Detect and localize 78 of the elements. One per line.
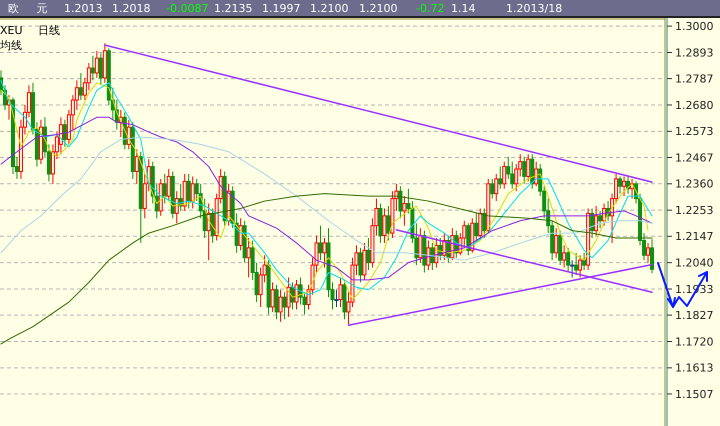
candlestick [334, 289, 338, 308]
candlestick [386, 205, 390, 241]
text: 1.2135 [214, 2, 252, 15]
candlestick [358, 247, 362, 283]
candlestick [318, 225, 323, 261]
text: 1.2013/18 [506, 2, 562, 15]
text: -0.0087 [166, 2, 208, 15]
y-tick-label: 1.2147 [675, 230, 714, 244]
annotation: 均线 [0, 39, 22, 52]
candlestick [338, 276, 342, 308]
candlestick [578, 254, 582, 278]
y-tick-label: 1.2893 [675, 46, 714, 60]
candlestick [566, 247, 570, 274]
text: -0.72 [416, 2, 444, 15]
candlestick [286, 276, 291, 318]
candlestick [402, 196, 406, 226]
candlestick [134, 148, 139, 184]
candlestick [650, 238, 654, 274]
candlestick [526, 154, 530, 182]
candlestick [618, 176, 622, 194]
text: 1.2100 [310, 2, 348, 15]
candlestick [186, 173, 191, 209]
candlestick [482, 208, 486, 239]
candlestick [594, 205, 598, 236]
candlestick [246, 238, 251, 278]
candlestick [502, 161, 506, 190]
y-tick-label: 1.1720 [675, 335, 714, 348]
candlestick [498, 166, 502, 190]
text: 1.2018 [112, 2, 150, 15]
candlestick [490, 178, 494, 200]
y-tick-label: 1.2467 [675, 151, 714, 164]
candlestick [58, 116, 63, 155]
candlestick [282, 292, 287, 320]
candlestick [562, 244, 566, 268]
candlestick [430, 242, 434, 271]
y-tick-label: 1.1613 [675, 362, 714, 375]
candlestick [238, 218, 243, 251]
candlestick [522, 156, 526, 184]
y-tick-label: 1.1507 [675, 388, 714, 401]
y-tick-label: 1.2253 [675, 204, 714, 218]
candlestick [382, 208, 386, 244]
candlestick [90, 55, 95, 81]
candlestick [94, 50, 99, 78]
candlestick [62, 119, 67, 148]
candlestick [582, 252, 586, 271]
text: 1.1997 [262, 2, 300, 15]
candlestick [174, 190, 179, 224]
y-tick-label: 1.3000 [675, 20, 714, 33]
y-tick-label: 1.2787 [675, 72, 714, 86]
y-tick-label: 1.2040 [675, 256, 714, 270]
y-tick-label: 1.2573 [675, 125, 714, 138]
candlestick [474, 212, 478, 244]
text: 1.14 [451, 2, 476, 15]
y-tick-label: 1.2680 [675, 98, 714, 112]
candlestick [554, 228, 558, 258]
candlestick [418, 228, 422, 264]
text: 1.2100 [359, 2, 398, 15]
candlestick [270, 282, 275, 312]
chart-title: 欧 元 [8, 2, 48, 15]
candlestick [166, 168, 171, 202]
y-tick-label: 1.2360 [675, 178, 714, 191]
text: 1.2013 [64, 2, 102, 15]
candlestick [598, 210, 602, 229]
candlestick [646, 242, 650, 264]
candlestick [398, 186, 402, 219]
candlestick [570, 260, 574, 278]
candlestick [278, 289, 283, 322]
y-tick-label: 1.1827 [675, 308, 714, 322]
candlestick [322, 238, 327, 268]
candlestick [366, 238, 370, 271]
candlestick [274, 284, 279, 320]
candlestick [622, 176, 626, 197]
candlestick [494, 173, 498, 202]
candlestick [78, 72, 83, 101]
text: XEU 日线 [0, 24, 60, 37]
candlestick [190, 176, 195, 209]
candlestick [574, 252, 578, 276]
candlestick [98, 52, 103, 86]
